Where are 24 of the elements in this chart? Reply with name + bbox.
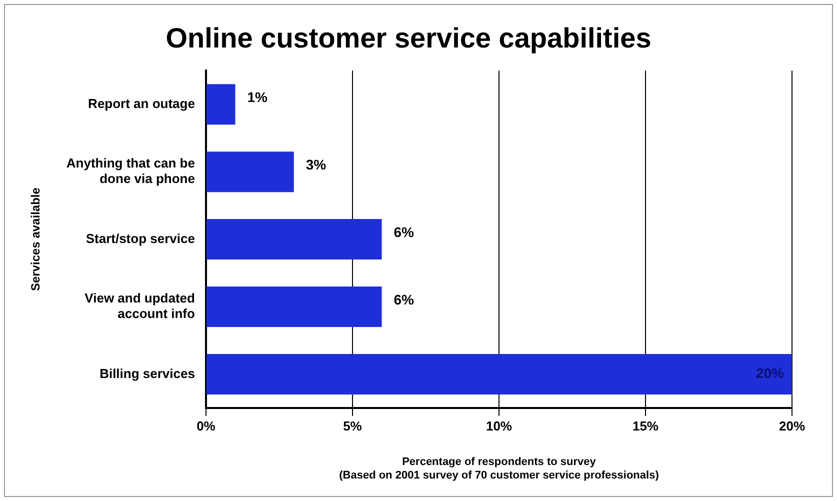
bar [206, 219, 382, 260]
y-tick-label: View and updated account info [84, 290, 196, 322]
x-tick-label: 15% [632, 418, 659, 434]
y-tick-label: Anything that can be done via phone [66, 156, 195, 186]
bar [206, 152, 294, 192]
x-tick-label: 0% [196, 418, 216, 434]
x-tick-label: 5% [343, 418, 362, 434]
x-tick-label: 20% [778, 418, 806, 434]
data-label: 6% [394, 224, 415, 240]
y-tick-label: Start/stop service [86, 230, 195, 246]
x-tick-label: 10% [486, 418, 512, 434]
data-label: 6% [394, 292, 415, 308]
bar [206, 286, 382, 328]
bar [206, 84, 236, 125]
chart-title: Online customer service capabilities [166, 22, 652, 54]
y-tick-label: Billing services [100, 366, 195, 381]
data-label: 3% [306, 156, 327, 173]
bar [206, 354, 792, 395]
y-axis-title: Services available [28, 187, 43, 292]
data-label: 1% [247, 89, 268, 106]
data-label: 20% [756, 365, 785, 382]
y-tick-label: Report an outage [88, 96, 195, 111]
x-axis-title: Percentage of respondents to survey [402, 456, 597, 468]
text: (Based on 2001 survey of 70 customer service professionals) [339, 469, 660, 482]
